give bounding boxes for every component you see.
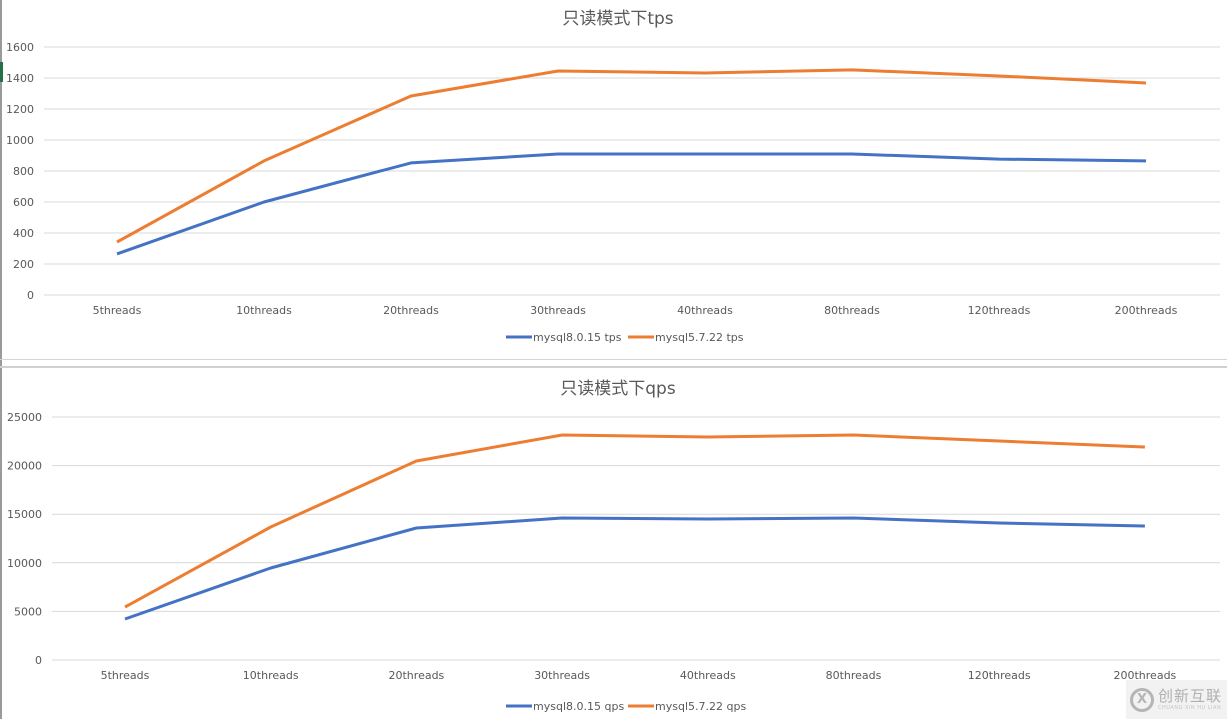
x-tick-label: 30threads [530, 304, 586, 317]
y-tick-label: 5000 [14, 605, 42, 618]
separator-edge [0, 366, 1227, 368]
chart-separator [0, 357, 1227, 368]
legend-label: mysql5.7.22 qps [655, 700, 746, 713]
series-line-1 [116, 68, 1147, 244]
x-tick-label: 80threads [826, 669, 882, 682]
y-tick-label: 1000 [6, 134, 34, 147]
legend-label: mysql8.0.15 qps [533, 700, 624, 713]
x-tick-label: 40threads [680, 669, 736, 682]
series-line-1 [124, 433, 1145, 609]
y-tick-label: 10000 [7, 557, 42, 570]
x-tick-label: 5threads [93, 304, 142, 317]
legend-label: mysql8.0.15 tps [533, 331, 622, 344]
series-line-0 [116, 152, 1147, 256]
x-tick-label: 200threads [1114, 669, 1177, 682]
legend-label: mysql5.7.22 tps [655, 331, 744, 344]
x-tick-label: 20threads [383, 304, 439, 317]
x-tick-label: 10threads [236, 304, 292, 317]
y-tick-label: 0 [27, 289, 34, 302]
x-tick-label: 30threads [534, 669, 590, 682]
x-tick-label: 80threads [824, 304, 880, 317]
chart-title: 只读模式下tps [562, 9, 673, 29]
y-tick-label: 15000 [7, 508, 42, 521]
watermark-subtext: CHUANG XIN HU LIAN [1158, 705, 1222, 711]
y-tick-label: 400 [13, 227, 34, 240]
y-tick-label: 1200 [6, 103, 34, 116]
y-tick-label: 200 [13, 258, 34, 271]
x-tick-label: 200threads [1115, 304, 1178, 317]
x-tick-label: 40threads [677, 304, 733, 317]
selection-accent [0, 62, 3, 82]
y-tick-label: 1400 [6, 72, 34, 85]
watermark: X 创新互联 CHUANG XIN HU LIAN [1126, 680, 1227, 719]
x-tick-label: 120threads [968, 304, 1031, 317]
y-tick-label: 600 [13, 196, 34, 209]
x-tick-label: 20threads [389, 669, 445, 682]
x-tick-label: 10threads [243, 669, 299, 682]
separator-gridline [0, 359, 1227, 360]
qps-chart: 只读模式下qps 0 5000 10000 15000 20000 25000 5thread… [7, 379, 1220, 713]
y-tick-label: 800 [13, 165, 34, 178]
tps-chart: 只读模式下tps 0 200 400 600 800 1000 1200 1400 1600 5th… [6, 9, 1220, 344]
watermark-logo-icon: X [1130, 687, 1154, 712]
watermark-text: 创新互联 [1158, 687, 1223, 705]
chart-title: 只读模式下qps [560, 379, 676, 399]
x-tick-label: 5threads [101, 669, 150, 682]
x-tick-label: 120threads [968, 669, 1031, 682]
y-tick-label: 20000 [7, 460, 42, 473]
y-tick-label: 25000 [7, 411, 42, 424]
y-tick-label: 1600 [6, 41, 34, 54]
y-tick-label: 0 [35, 654, 42, 667]
series-line-0 [124, 516, 1145, 621]
